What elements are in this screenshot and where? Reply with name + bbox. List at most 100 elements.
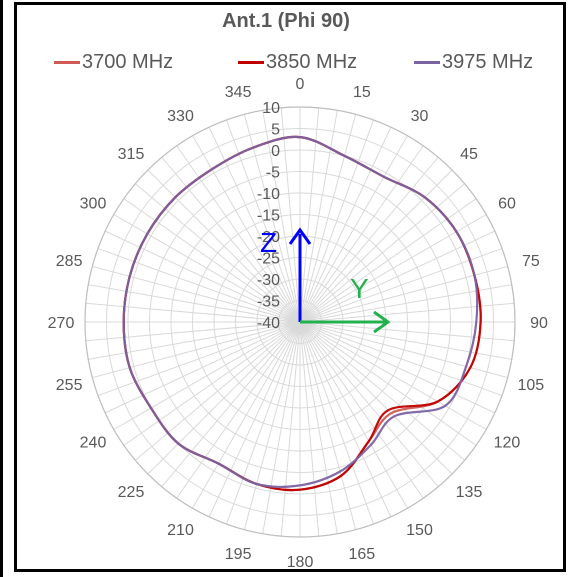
radial-tick-label: -5 bbox=[266, 165, 280, 182]
grid-spoke bbox=[299, 114, 357, 323]
grid-spoke bbox=[299, 214, 487, 323]
grid-spoke bbox=[262, 321, 301, 534]
legend-label-3975: 3975 MHz bbox=[442, 50, 534, 73]
legend-item-3975: 3975 MHz bbox=[414, 50, 533, 74]
chart-frame bbox=[14, 2, 566, 572]
grid-spoke bbox=[299, 265, 508, 323]
radial-tick-label: -25 bbox=[257, 251, 280, 268]
grid-spoke bbox=[161, 321, 301, 488]
radial-tick-label: -10 bbox=[257, 186, 280, 203]
grid-spoke bbox=[299, 247, 503, 323]
legend-label-3850: 3850 MHz bbox=[266, 50, 358, 73]
grid-spoke bbox=[104, 321, 301, 414]
grid-spoke bbox=[299, 135, 408, 323]
radial-tick-label: 5 bbox=[271, 122, 280, 139]
angle-tick-label: 150 bbox=[406, 522, 433, 539]
grid-spoke bbox=[299, 119, 375, 323]
grid-spoke bbox=[113, 321, 301, 430]
grid-spoke bbox=[92, 321, 301, 379]
angle-tick-label: 30 bbox=[411, 108, 429, 125]
grid-spoke bbox=[299, 321, 508, 379]
grid-spoke bbox=[299, 321, 392, 518]
grid-spoke bbox=[243, 114, 301, 323]
angle-tick-label: 180 bbox=[287, 554, 314, 571]
z-axis-label: Z bbox=[260, 227, 277, 258]
angle-tick-label: 330 bbox=[167, 108, 194, 125]
grid-spoke bbox=[134, 183, 301, 323]
grid-spoke bbox=[147, 169, 301, 323]
grid-spoke bbox=[85, 321, 301, 342]
grid-spoke bbox=[225, 321, 301, 525]
grid-spoke bbox=[97, 321, 301, 397]
angle-tick-label: 240 bbox=[80, 435, 107, 452]
radial-tick-label: -30 bbox=[257, 272, 280, 289]
grid-spoke bbox=[299, 107, 320, 323]
grid-spoke bbox=[192, 321, 301, 509]
angle-tick-label: 225 bbox=[118, 484, 145, 501]
grid-spoke bbox=[299, 321, 408, 509]
grid-spoke bbox=[88, 321, 301, 360]
grid-spoke bbox=[299, 321, 466, 461]
grid-spoke bbox=[208, 321, 301, 518]
legend-item-3850: 3850 MHz bbox=[238, 50, 357, 74]
grid-spoke bbox=[299, 321, 357, 530]
grid-spoke bbox=[299, 321, 439, 488]
angle-tick-label: 315 bbox=[118, 146, 145, 163]
grid-spoke bbox=[176, 145, 301, 323]
grid-spoke bbox=[299, 230, 496, 323]
grid-spoke bbox=[208, 126, 301, 323]
angle-tick-label: 210 bbox=[167, 522, 194, 539]
grid-spoke bbox=[299, 145, 424, 323]
grid-spoke bbox=[192, 135, 301, 323]
grid-spoke bbox=[299, 321, 503, 397]
grid-spoke bbox=[299, 321, 375, 525]
angle-tick-label: 195 bbox=[225, 546, 252, 563]
radial-tick-label: -15 bbox=[257, 208, 280, 225]
radial-tick-label: -20 bbox=[257, 229, 280, 246]
grid-spoke bbox=[299, 169, 453, 323]
chart-legend: 3700 MHz 3850 MHz 3975 MHz bbox=[0, 50, 572, 74]
angle-tick-label: 105 bbox=[518, 377, 545, 394]
outer-ring bbox=[84, 106, 516, 538]
grid-spoke bbox=[243, 321, 301, 530]
y-axis-label: Y bbox=[350, 273, 369, 304]
grid-spoke bbox=[161, 156, 301, 323]
angle-tick-label: 300 bbox=[80, 196, 107, 213]
angle-tick-label: 75 bbox=[522, 253, 540, 270]
angle-tick-label: 165 bbox=[349, 546, 376, 563]
grid-spoke bbox=[299, 321, 338, 534]
legend-label-3700: 3700 MHz bbox=[82, 50, 174, 73]
grid-spoke bbox=[97, 247, 301, 323]
grid-spoke bbox=[299, 302, 515, 323]
angle-tick-label: 135 bbox=[456, 484, 483, 501]
angle-tick-label: 45 bbox=[460, 146, 478, 163]
grid-spoke bbox=[104, 230, 301, 323]
grid-spoke bbox=[147, 321, 301, 475]
z-axis-arrow-head bbox=[288, 227, 312, 245]
grid-spoke bbox=[280, 107, 301, 323]
radial-tick-label: -35 bbox=[257, 294, 280, 311]
grid-spoke bbox=[85, 302, 301, 323]
radial-tick-label: -40 bbox=[257, 315, 280, 332]
grid-spoke bbox=[88, 284, 301, 323]
left-border-line bbox=[0, 0, 3, 577]
angle-tick-label: 345 bbox=[225, 84, 252, 101]
angle-tick-label: 0 bbox=[296, 76, 305, 93]
grid-spoke bbox=[92, 265, 301, 323]
grid-spoke bbox=[134, 321, 301, 461]
grid-spoke bbox=[299, 321, 477, 446]
angle-tick-label: 60 bbox=[498, 196, 516, 213]
chart-title: Ant.1 (Phi 90) bbox=[222, 10, 350, 32]
grid-spoke bbox=[299, 321, 453, 475]
angle-tick-label: 255 bbox=[56, 377, 83, 394]
grid-spoke bbox=[299, 321, 424, 499]
grid-spoke bbox=[299, 126, 392, 323]
legend-swatch-3850 bbox=[238, 60, 264, 64]
angle-tick-label: 120 bbox=[494, 435, 521, 452]
grid-spoke bbox=[176, 321, 301, 499]
angle-tick-label: 270 bbox=[48, 315, 75, 332]
y-axis-arrow-head bbox=[373, 310, 391, 334]
grid-spoke bbox=[123, 321, 301, 446]
legend-swatch-3700 bbox=[54, 60, 80, 64]
